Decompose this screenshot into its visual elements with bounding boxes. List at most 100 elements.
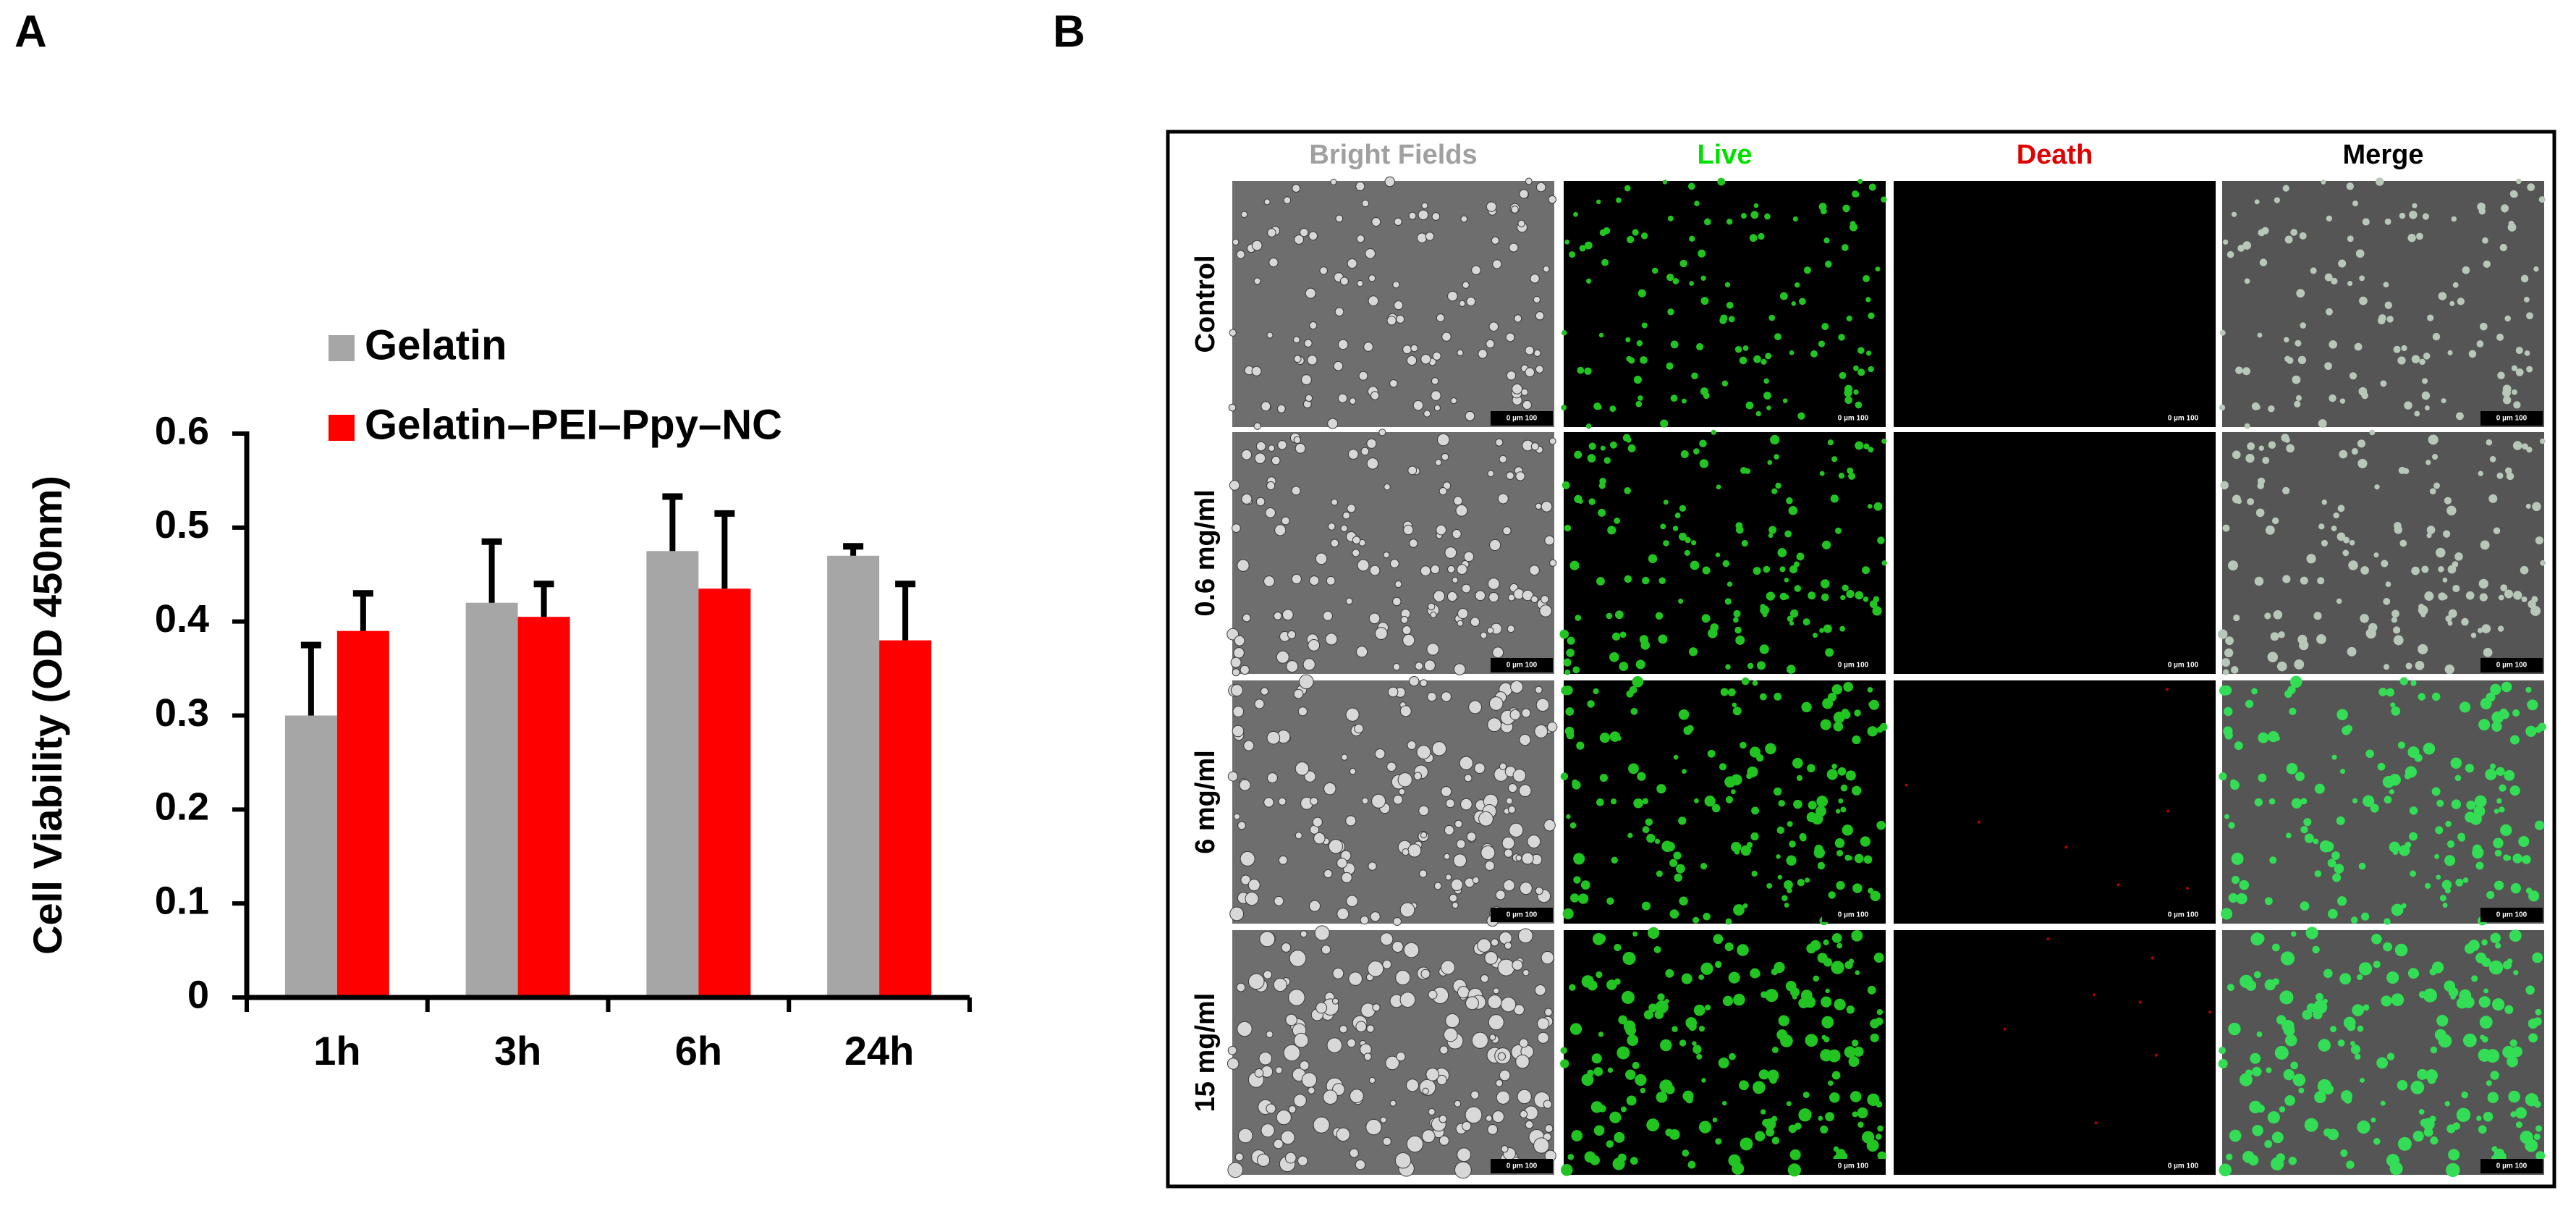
cell	[1833, 1146, 1839, 1152]
cell	[1363, 1052, 1372, 1061]
cell	[1725, 796, 1734, 803]
cell	[1690, 560, 1700, 570]
cell	[1505, 332, 1515, 342]
cell	[1336, 908, 1350, 921]
micrograph-bg	[1894, 181, 2216, 427]
cell	[2394, 943, 2408, 957]
cell	[1418, 805, 1429, 817]
cell	[1239, 779, 1251, 791]
cell	[1563, 685, 1573, 696]
cell	[1503, 879, 1515, 892]
cell	[1866, 1139, 1879, 1152]
cell	[1609, 405, 1617, 413]
cell	[2279, 1106, 2286, 1113]
cell	[1755, 1131, 1766, 1142]
cell	[2250, 932, 2264, 946]
cell	[1842, 824, 1853, 836]
cell	[1787, 664, 1796, 674]
cell	[2324, 273, 2333, 282]
cell	[1441, 786, 1452, 798]
scale-bar-label: 0 µm 100	[2496, 415, 2528, 423]
cell	[2423, 353, 2431, 360]
cell	[2527, 699, 2538, 711]
cell	[1801, 701, 1812, 713]
cell	[1795, 282, 1800, 288]
cell	[1776, 1029, 1788, 1040]
cell	[1295, 832, 1302, 840]
cell	[1655, 1000, 1669, 1014]
cell	[1834, 837, 1845, 848]
cell	[1836, 881, 1845, 890]
cell	[1661, 840, 1673, 852]
cell	[1586, 278, 1592, 284]
cell	[1670, 394, 1678, 402]
cell	[1808, 591, 1816, 600]
cell	[2375, 177, 2384, 186]
cell	[1465, 996, 1479, 1010]
cell	[1865, 350, 1872, 356]
cell	[1453, 663, 1466, 675]
panel-label: A	[14, 7, 47, 56]
cell	[1348, 971, 1363, 986]
panel-frame	[1166, 130, 2556, 1189]
cell	[2494, 809, 2499, 814]
cell	[2339, 769, 2346, 775]
cell	[2295, 772, 2305, 782]
cell	[1392, 281, 1400, 289]
cell	[2298, 640, 2309, 651]
cell	[1660, 523, 1666, 530]
cell	[1651, 267, 1658, 274]
cell	[2357, 439, 2366, 448]
cell	[2434, 1029, 2446, 1041]
cell	[1877, 1125, 1884, 1132]
cell	[2346, 1160, 2355, 1169]
cell	[2268, 405, 2275, 413]
cell	[1863, 443, 1870, 450]
cell	[1774, 333, 1781, 341]
cell	[2525, 725, 2537, 737]
cell	[2496, 798, 2502, 804]
cell	[1831, 961, 1844, 974]
cell	[1427, 691, 1437, 702]
cell	[2336, 709, 2348, 721]
cell	[1837, 767, 1847, 776]
cell	[2380, 1100, 2386, 1106]
cell	[1407, 843, 1422, 858]
cell	[1237, 1021, 1253, 1037]
cell	[1766, 591, 1775, 601]
cell	[2525, 887, 2533, 894]
cell	[1274, 895, 1284, 906]
scale-bar-bg	[1491, 411, 1553, 426]
cell	[1315, 552, 1328, 565]
cell	[1452, 529, 1462, 539]
micrograph: 0 µm 100	[2219, 675, 2546, 926]
cell	[2363, 1004, 2370, 1011]
cell	[1664, 998, 1669, 1004]
micrograph-bg	[2222, 680, 2544, 924]
cell	[1834, 998, 1846, 1010]
cell	[1525, 177, 1533, 185]
cell	[1591, 1053, 1602, 1064]
cell	[2291, 798, 2302, 809]
cell	[2333, 512, 2339, 519]
cell	[2446, 1163, 2460, 1178]
cell	[2527, 183, 2535, 191]
cell	[2539, 438, 2546, 444]
cell	[1855, 970, 1860, 976]
cell	[1731, 789, 1736, 795]
cell	[1673, 754, 1679, 760]
cell	[1763, 392, 1771, 400]
cell	[1308, 639, 1321, 651]
cell	[2268, 798, 2276, 805]
cell	[1345, 597, 1353, 605]
cell	[1857, 1121, 1864, 1128]
cell	[1820, 719, 1831, 730]
cell	[1762, 612, 1768, 617]
cell	[1423, 659, 1436, 672]
cell	[1247, 879, 1261, 892]
cell	[1263, 198, 1271, 206]
cell	[1504, 942, 1512, 950]
cell	[1716, 484, 1721, 490]
cell	[1445, 1013, 1460, 1029]
cell	[1648, 927, 1660, 939]
